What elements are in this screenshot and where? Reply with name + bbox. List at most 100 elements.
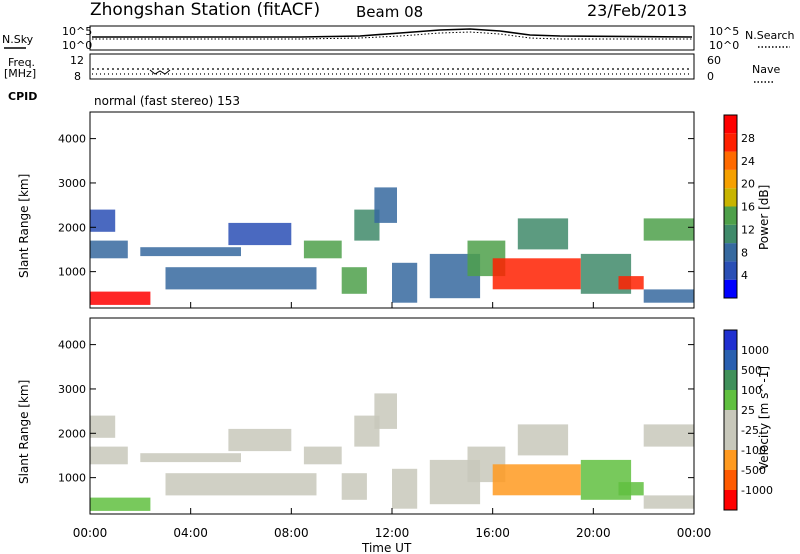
velocity-colorbar: 1000 500 100 25 -25 -100 -500 -1000 — [723, 329, 773, 511]
sky-tick-left-bottom: 10^0 — [62, 39, 92, 52]
y-tick-label: 3000 — [58, 177, 86, 190]
velocity-ylabel: Slant Range [km] — [17, 380, 31, 484]
nave-tick-bottom: 0 — [707, 70, 714, 83]
velocity-echo-region — [643, 495, 694, 509]
beam-label: Beam 08 — [356, 3, 423, 21]
power-echo-region — [492, 258, 581, 290]
sky-tick-right-bottom: 10^0 — [709, 39, 739, 52]
colorbar-swatch — [724, 151, 737, 170]
colorbar-swatch — [724, 350, 737, 370]
velocity-echo-region — [341, 473, 367, 500]
colorbar-tick-label: 500 — [741, 364, 762, 377]
colorbar-swatch — [724, 370, 737, 390]
power-echo-region — [643, 218, 694, 241]
velocity-echo-region — [140, 453, 241, 463]
power-echo-region — [90, 240, 128, 259]
nsearch-line — [92, 31, 692, 40]
x-tick-label: 00:00 — [73, 526, 108, 540]
colorbar-frame — [723, 114, 738, 299]
power-heatmap-group — [90, 187, 694, 305]
freq-unit: [MHz] — [4, 67, 36, 80]
nsearch-label: N.Search — [745, 29, 795, 42]
power-colorbar: 28 24 20 16 12 8 4 — [723, 114, 755, 299]
colorbar-tick-label: -1000 — [741, 484, 773, 497]
x-tick-label: 16:00 — [475, 526, 510, 540]
colorbar-swatch — [724, 279, 737, 298]
velocity-echo-region — [228, 428, 292, 452]
colorbar-tick-label: 8 — [741, 246, 748, 259]
freq-panel — [89, 53, 695, 80]
power-echo-region — [90, 209, 116, 232]
velocity-heatmap-group — [90, 393, 694, 511]
power-echo-region — [303, 240, 342, 259]
freq-tick-bottom: 8 — [74, 70, 81, 83]
colorbar-tick-label: 28 — [741, 132, 755, 145]
freq-glitch — [149, 69, 171, 75]
colorbar-tick-label: 16 — [741, 201, 755, 214]
colorbar-tick-label: -100 — [741, 444, 766, 457]
velocity-echo-region — [90, 497, 151, 511]
power-echo-region — [517, 218, 569, 250]
date-label: 23/Feb/2013 — [587, 1, 687, 20]
colorbar-swatch — [724, 133, 737, 152]
x-tick-label: 08:00 — [274, 526, 309, 540]
colorbar-frame — [723, 329, 738, 511]
power-echo-region — [341, 267, 367, 294]
colorbar-tick-label: 100 — [741, 384, 762, 397]
colorbar-swatch — [724, 490, 737, 510]
velocity-echo-region — [90, 446, 128, 465]
velocity-yticks: 4000 3000 2000 1000 — [58, 339, 694, 485]
colorbar-swatch — [724, 330, 737, 350]
colorbar-swatch — [724, 430, 737, 450]
power-echo-region — [643, 289, 694, 303]
colorbar-swatch — [724, 243, 737, 262]
y-tick-label: 4000 — [58, 133, 86, 146]
velocity-echo-region — [374, 393, 397, 429]
velocity-echo-region — [392, 468, 418, 509]
nave-tick-top: 60 — [707, 54, 721, 67]
colorbar-tick-label: 24 — [741, 155, 755, 168]
colorbar-tick-label: -500 — [741, 464, 766, 477]
nsky-label: N.Sky — [2, 33, 34, 46]
y-tick-label: 4000 — [58, 339, 86, 352]
x-axis-ticks: 00:00 04:00 08:00 12:00 16:00 20:00 00:00 — [73, 302, 712, 540]
freq-tick-top: 12 — [70, 54, 84, 67]
x-tick-label: 20:00 — [576, 526, 611, 540]
colorbar-tick-label: 25 — [741, 404, 755, 417]
y-tick-label: 2000 — [58, 221, 86, 234]
y-tick-label: 1000 — [58, 472, 86, 485]
x-axis-label: Time UT — [361, 541, 412, 554]
colorbar-swatch — [724, 470, 737, 490]
velocity-echo-region — [90, 415, 116, 438]
colorbar-swatch — [724, 224, 737, 244]
colorbar-swatch — [724, 188, 737, 207]
colorbar-swatch — [724, 169, 737, 189]
power-echo-region — [618, 276, 644, 290]
power-echo-region — [374, 187, 397, 223]
colorbar-swatch — [724, 206, 737, 225]
power-cbar-label: Power [dB] — [757, 185, 771, 250]
colorbar-swatch — [724, 390, 737, 410]
velocity-echo-region — [165, 473, 317, 496]
y-tick-label: 3000 — [58, 383, 86, 396]
x-tick-label: 00:00 — [677, 526, 712, 540]
power-echo-region — [228, 222, 292, 246]
cpid-label: CPID — [8, 90, 37, 103]
x-tick-label: 04:00 — [173, 526, 208, 540]
velocity-echo-region — [618, 482, 644, 496]
colorbar-tick-label: -25 — [741, 424, 759, 437]
velocity-cbar-label: Velocity [m s^-1] — [757, 366, 771, 470]
colorbar-tick-label: 20 — [741, 178, 755, 191]
colorbar-tick-label: 1000 — [741, 344, 769, 357]
velocity-echo-region — [492, 464, 581, 496]
colorbar-swatch — [724, 450, 737, 470]
sky-tick-right-top: 10^5 — [709, 25, 739, 38]
power-echo-region — [140, 247, 241, 257]
colorbar-tick-label: 4 — [741, 269, 748, 282]
velocity-echo-region — [303, 446, 342, 465]
nsky-panel — [89, 25, 695, 51]
station-title: Zhongshan Station (fitACF) — [90, 0, 320, 20]
colorbar-tick-label: 12 — [741, 223, 755, 236]
power-echo-region — [392, 262, 418, 303]
